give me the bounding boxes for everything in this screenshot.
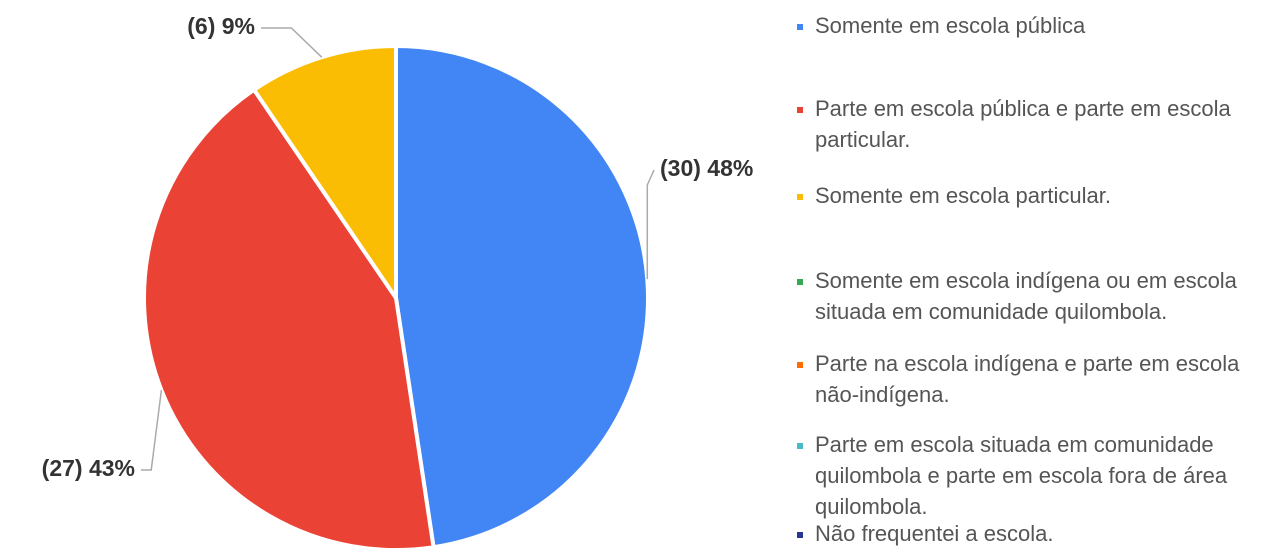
legend-line: particular. — [815, 127, 910, 152]
legend-swatch — [797, 24, 803, 30]
legend-label: Somente em escola pública — [815, 13, 1086, 38]
pie-slice — [394, 43, 650, 550]
data-label: (6) 9% — [187, 13, 255, 39]
legend-line: Não frequentei a escola. — [815, 521, 1054, 546]
legend-line: Somente em escola indígena ou em escola — [815, 268, 1238, 293]
legend-swatch — [797, 279, 803, 285]
legend-label: Não frequentei a escola. — [815, 521, 1054, 546]
pie-slice — [142, 87, 436, 551]
legend-swatch — [797, 362, 803, 368]
legend-line: quilombola e parte em escola fora de áre… — [815, 463, 1228, 488]
legend-line: Somente em escola pública — [815, 13, 1086, 38]
legend-swatch — [797, 532, 803, 538]
leader-line — [646, 169, 655, 280]
legend-line: Parte em escola pública e parte em escol… — [815, 96, 1232, 121]
legend-label: Parte em escola situada em comunidade qui… — [815, 432, 1228, 519]
legend-line: não-indígena. — [815, 382, 950, 407]
legend-line: Somente em escola particular. — [815, 183, 1111, 208]
legend-label: Somente em escola indígena ou em escola s… — [815, 268, 1238, 324]
legend-label: Parte em escola pública e parte em escol… — [815, 96, 1232, 152]
legend-label: Somente em escola particular. — [815, 183, 1111, 208]
leader-line — [261, 27, 323, 58]
data-label: (30) 48% — [660, 155, 753, 181]
legend-swatch — [797, 194, 803, 200]
legend-line: Parte em escola situada em comunidade — [815, 432, 1214, 457]
legend-line: Parte na escola indígena e parte em esco… — [815, 351, 1240, 376]
legend-label: Parte na escola indígena e parte em esco… — [815, 351, 1240, 407]
legend-line: quilombola. — [815, 494, 928, 519]
data-label: (27) 43% — [42, 455, 135, 481]
legend-swatch — [797, 443, 803, 449]
legend-line: situada em comunidade quilombola. — [815, 299, 1167, 324]
legend-swatch — [797, 107, 803, 113]
leader-line — [141, 389, 163, 471]
